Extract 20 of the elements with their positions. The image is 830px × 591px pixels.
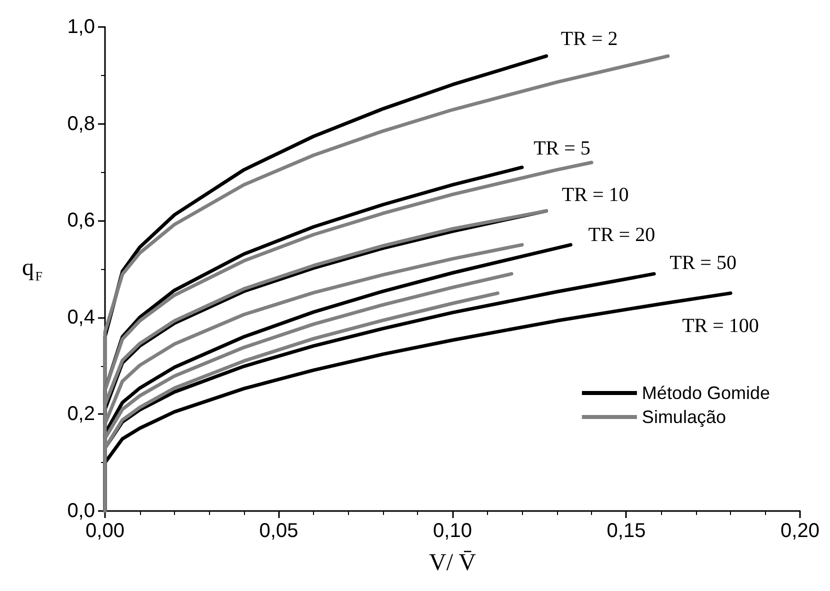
- legend-label: Método Gomide: [642, 383, 770, 403]
- annotation: TR = 20: [588, 224, 656, 246]
- y-tick-label: 0,0: [67, 500, 95, 522]
- y-tick-label: 0,8: [67, 112, 95, 135]
- legend-label: Simulação: [642, 407, 726, 427]
- annotation: TR = 2: [560, 28, 618, 50]
- x-tick-label: 0,10: [433, 520, 472, 542]
- annotation: TR = 5: [534, 137, 590, 160]
- y-tick-label: 0,2: [67, 403, 95, 426]
- x-tick-label: 0,20: [780, 520, 820, 542]
- x-tick-label: 0,00: [86, 520, 124, 542]
- annotation: TR = 50: [670, 252, 736, 274]
- y-tick-label: 1,0: [67, 16, 95, 38]
- annotation: TR = 100: [682, 315, 759, 338]
- x-tick-label: 0,15: [606, 520, 646, 542]
- annotation: TR = 10: [562, 184, 629, 206]
- y-tick-label: 0,6: [67, 210, 95, 232]
- y-tick-label: 0,4: [67, 306, 95, 328]
- x-tick-label: 0,05: [259, 520, 298, 542]
- x-axis-title: V/ V̄: [429, 550, 477, 576]
